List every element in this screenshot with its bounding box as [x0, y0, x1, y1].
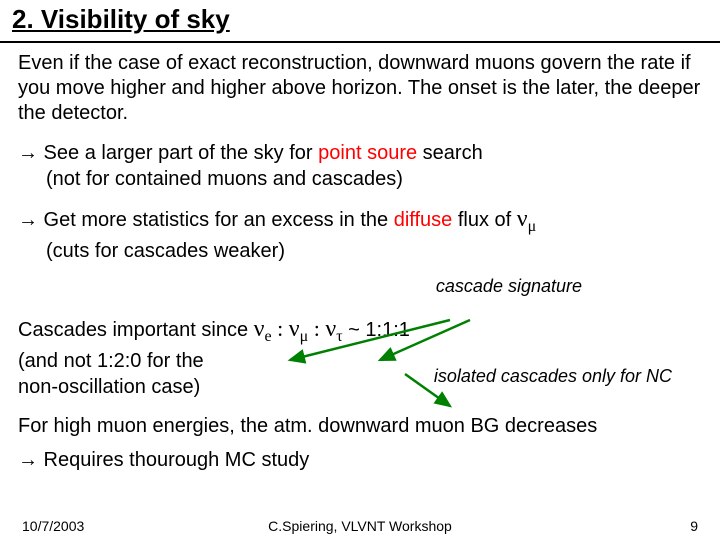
bullet2-highlight: diffuse	[394, 209, 453, 231]
cascade-signature-label: cascade signature	[436, 276, 582, 297]
slide-title: 2. Visibility of sky	[12, 4, 230, 34]
bullet2-text-a: Get more statistics for an excess in the	[38, 209, 394, 231]
bullet-1: → See a larger part of the sky for point…	[18, 140, 702, 192]
intro-paragraph: Even if the case of exact reconstruction…	[18, 51, 702, 126]
bullet1-highlight: point soure	[318, 142, 417, 164]
slide-content: Even if the case of exact reconstruction…	[0, 43, 720, 473]
bullet3-text: Requires thourough MC study	[38, 449, 309, 471]
cascade-ratio-tail: ~ 1:1:1	[343, 319, 410, 341]
bullet-3: → Requires thourough MC study	[18, 447, 702, 473]
bullet1-text-b: search	[417, 142, 483, 164]
cascade-block: Cascades important since νe : νμ : ντ ~ …	[18, 314, 702, 400]
bullet1-text-a: See a larger part of the sky for	[38, 142, 318, 164]
e-subscript: e	[265, 328, 272, 345]
bullet-2: → Get more statistics for an excess in t…	[18, 204, 702, 264]
bullet2-indent: (cuts for cascades weaker)	[46, 238, 702, 264]
last-paragraph: For high muon energies, the atm. downwar…	[18, 414, 702, 439]
arrow-icon: →	[18, 209, 38, 231]
nu-tau-symbol: ν	[325, 316, 336, 342]
footer-page-number: 9	[690, 518, 698, 534]
colon-1: :	[272, 316, 289, 341]
footer-date: 10/7/2003	[22, 518, 84, 534]
arrow-icon: →	[18, 142, 38, 164]
mu-subscript: μ	[528, 218, 537, 235]
mu-subscript-2: μ	[300, 328, 309, 345]
nu-mu-symbol: ν	[289, 316, 300, 342]
bullet1-indent: (not for contained muons and cascades)	[46, 166, 702, 192]
isolated-cascades-label: isolated cascades only for NC	[434, 366, 672, 387]
arrow-icon: →	[18, 449, 38, 471]
title-bar: 2. Visibility of sky	[0, 0, 720, 43]
footer-center: C.Spiering, VLVNT Workshop	[268, 518, 452, 534]
cascade-line3-text: non-oscillation case)	[18, 376, 200, 398]
nu-symbol: ν	[517, 206, 528, 232]
colon-2: :	[308, 316, 325, 341]
cascade-text-a: Cascades important since	[18, 319, 254, 341]
cascade-line1: Cascades important since νe : νμ : ντ ~ …	[18, 314, 702, 348]
nu-e-symbol: ν	[254, 316, 265, 342]
cascade-label-row: cascade signature	[18, 276, 702, 304]
bullet2-text-b: flux of	[452, 209, 516, 231]
